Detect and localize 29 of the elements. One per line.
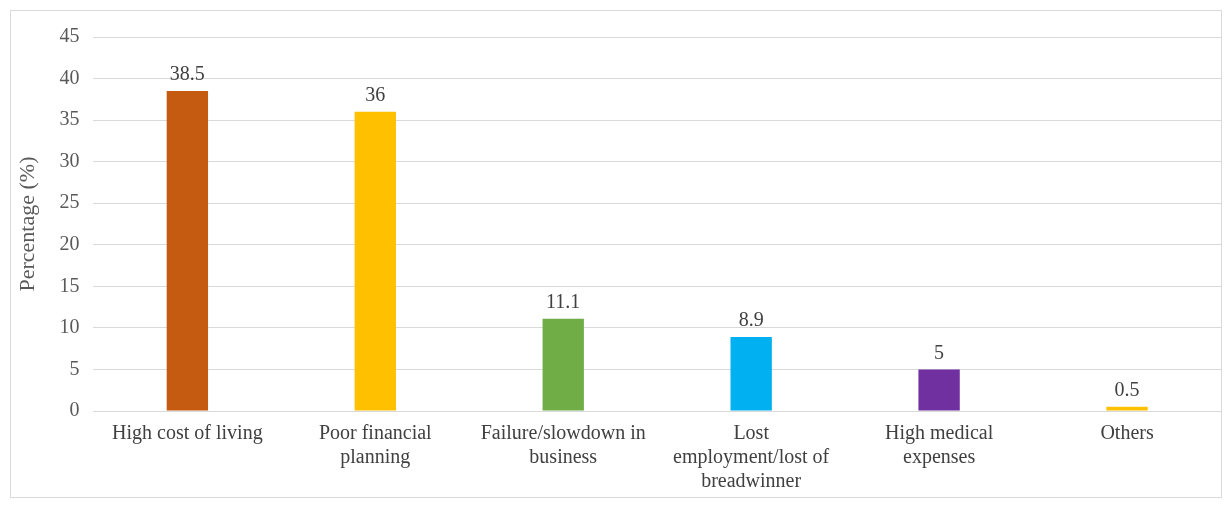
bar <box>1106 406 1148 411</box>
data-label: 0.5 <box>1114 378 1140 401</box>
bar <box>542 318 584 411</box>
y-tick-label: 30 <box>59 148 80 171</box>
bar <box>918 369 960 411</box>
bar <box>730 337 772 411</box>
x-tick-label: Others <box>1100 421 1154 444</box>
data-label: 11.1 <box>546 290 581 312</box>
y-axis-title: Percentage (%) <box>13 156 39 292</box>
x-tick-label: High cost of living <box>112 421 263 445</box>
y-tick-label: 25 <box>59 190 80 213</box>
y-tick-label: 15 <box>59 273 80 296</box>
x-tick-label: Poor financial planning <box>318 421 433 469</box>
y-tick-label: 40 <box>59 65 80 88</box>
y-tick-label: 5 <box>69 356 80 379</box>
data-label: 5 <box>934 340 945 363</box>
bar <box>354 111 396 411</box>
y-tick-label: 0 <box>69 398 80 421</box>
x-tick-label: Lost employment/lost of breadwinner <box>673 421 830 492</box>
x-tick-label: High medical expenses <box>884 421 994 469</box>
y-tick-label: 35 <box>59 107 80 130</box>
y-tick-label: 20 <box>59 232 80 255</box>
y-tick-label: 45 <box>59 24 80 47</box>
bar <box>166 91 209 411</box>
x-tick-label: Failure/slowdown in business <box>480 421 646 468</box>
y-tick-label: 10 <box>59 315 80 338</box>
data-label: 38.5 <box>169 62 205 85</box>
data-label: 36 <box>365 83 386 106</box>
data-label: 8.9 <box>738 308 764 331</box>
